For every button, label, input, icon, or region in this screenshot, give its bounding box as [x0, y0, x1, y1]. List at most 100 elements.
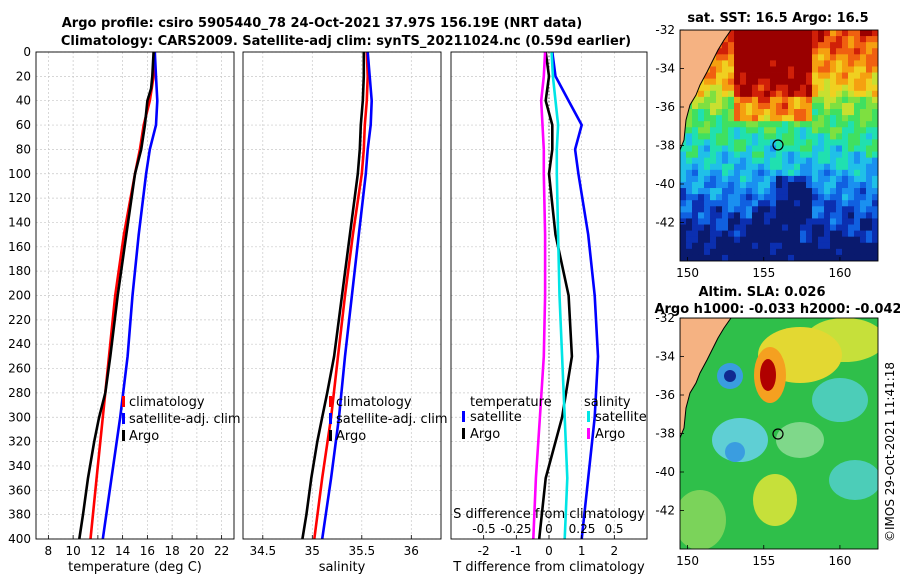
sst-cell [872, 139, 878, 146]
sst-cell [710, 206, 717, 213]
sst-cell [800, 206, 807, 213]
sst-cell [764, 169, 771, 177]
sst-cell [722, 224, 729, 232]
sst-cell [758, 218, 765, 225]
sst-cell [866, 54, 873, 61]
sst-cell [704, 218, 711, 225]
sst-cell [770, 218, 777, 225]
sst-cell [800, 163, 807, 171]
sst-cell [794, 48, 801, 55]
sst-cell [866, 60, 873, 67]
sst-cell [860, 224, 867, 232]
sst-cell [782, 224, 789, 232]
sst-cell [842, 212, 849, 219]
y-tick-label: -32 [655, 311, 675, 325]
sst-cell [680, 200, 687, 207]
sst-cell [836, 102, 843, 110]
sst-cell [860, 115, 867, 122]
sst-cell [848, 254, 855, 261]
sst-cell [800, 242, 807, 250]
series-line-s-argo [532, 51, 547, 540]
sst-cell [752, 224, 759, 232]
sst-cell [734, 145, 741, 152]
sst-cell [686, 181, 693, 189]
sst-cell [740, 242, 747, 250]
sst-cell [806, 109, 813, 116]
sst-cell [788, 236, 795, 244]
y-tick-label: 60 [16, 118, 31, 132]
sst-cell [704, 181, 711, 189]
salinity-legend: climatology satellite-adj. clim Argo [329, 395, 448, 444]
sst-cell [740, 224, 747, 232]
sst-cell [686, 188, 693, 195]
y-tick-label: 260 [8, 362, 31, 376]
sst-cell [722, 139, 729, 146]
sst-cell [806, 36, 813, 43]
sst-cell [722, 188, 729, 195]
sst-cell [704, 236, 711, 244]
sst-cell [812, 60, 819, 67]
sst-cell [776, 127, 783, 134]
sst-cell [776, 72, 783, 80]
sst-cell [866, 236, 873, 244]
sla-map-panel: Altim. SLA: 0.026 Argo h1000: -0.033 h20… [654, 285, 900, 568]
legend-swatch-satellite [329, 413, 332, 424]
sst-cell [722, 248, 729, 256]
sst-cell [776, 36, 783, 43]
sst-cell [764, 96, 771, 104]
sst-cell [860, 42, 867, 49]
sst-cell [824, 242, 831, 250]
sst-cell [776, 133, 783, 140]
sst-cell [758, 78, 765, 86]
sst-cell [794, 72, 801, 80]
sst-cell [734, 175, 741, 183]
sst-cell [788, 66, 795, 73]
sst-cell [740, 188, 747, 195]
sst-cell [812, 242, 819, 250]
sst-cell [794, 36, 801, 43]
sst-cell [866, 102, 873, 110]
sst-cell [866, 200, 873, 207]
sst-cell [716, 242, 723, 250]
sst-cell [866, 139, 873, 146]
sst-cell [770, 42, 777, 49]
sst-cell [704, 230, 711, 238]
sst-cell [764, 212, 771, 219]
sst-cell [782, 175, 789, 183]
x-tick-label: 150 [676, 266, 699, 280]
sst-cell [794, 248, 801, 256]
sst-cell [848, 109, 855, 116]
sst-cell [782, 36, 789, 43]
sst-cell [752, 127, 759, 134]
sst-cell [860, 139, 867, 146]
sst-cell [734, 254, 741, 261]
sst-cell [836, 181, 843, 189]
sst-cell [842, 242, 849, 250]
sst-cell [764, 218, 771, 225]
sst-cell [824, 218, 831, 225]
sst-cell [758, 242, 765, 250]
y-tick-label: 180 [8, 264, 31, 278]
sst-cell [722, 212, 729, 219]
sst-cell [812, 206, 819, 213]
sst-cell [836, 218, 843, 225]
sst-cell [764, 72, 771, 80]
legend-swatch-s-satellite [587, 411, 590, 422]
salinity-panel: 34.5 35 35.5 36 salinity climatology satell… [242, 51, 448, 575]
sst-cell [848, 127, 855, 134]
sst-cell [806, 42, 813, 49]
sst-cell [800, 194, 807, 201]
sst-cell [842, 194, 849, 201]
sst-cell [836, 200, 843, 207]
sst-cell [776, 102, 783, 110]
sst-cell [806, 139, 813, 146]
sst-cell [776, 151, 783, 159]
sst-cell [824, 169, 831, 177]
sst-cell [872, 248, 878, 256]
sst-cell [692, 181, 699, 189]
sst-cell [836, 78, 843, 86]
sst-cell [722, 66, 729, 73]
sst-cell [698, 163, 705, 171]
y-tick-label: 0 [23, 45, 31, 59]
sst-cell [776, 188, 783, 195]
